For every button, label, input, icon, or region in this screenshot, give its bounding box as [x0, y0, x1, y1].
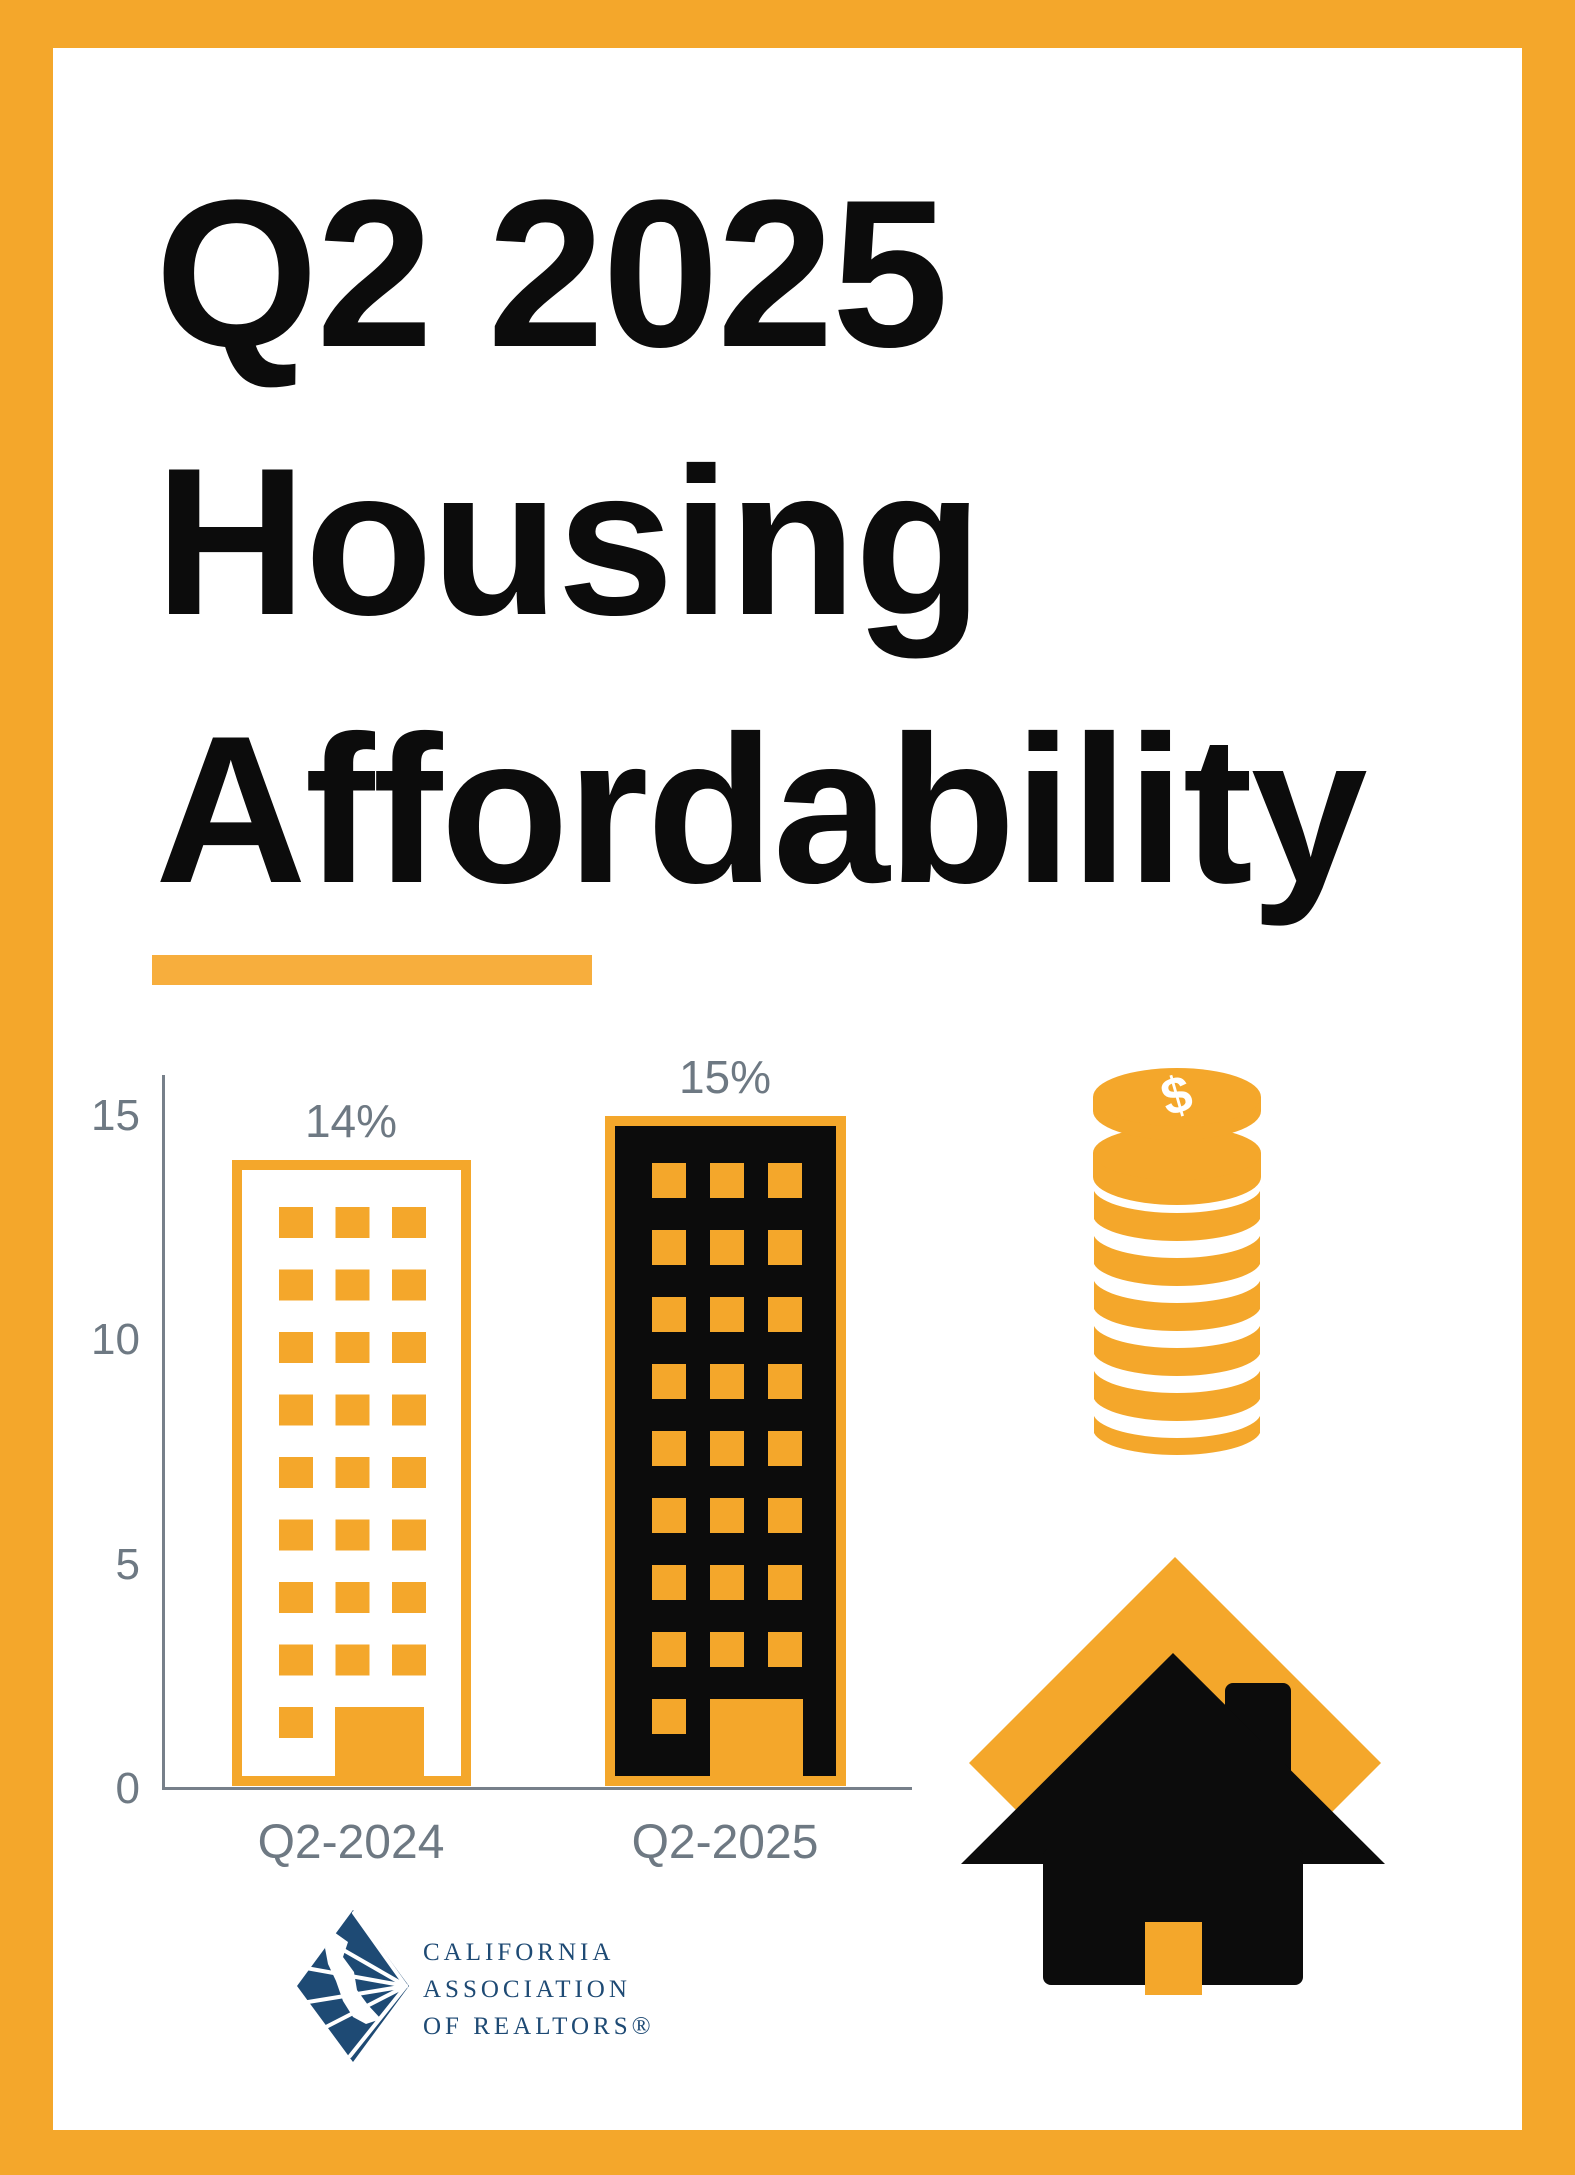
logo-line-1: CALIFORNIA: [423, 1939, 615, 1966]
bar-building-q2-2025: [605, 1116, 846, 1786]
y-axis-line: [162, 1075, 165, 1789]
title-line-3: Affordability: [155, 692, 1368, 927]
x-axis-line: [162, 1787, 912, 1790]
title-underline-bar: [152, 955, 592, 985]
bar-value-q2-2024: 14%: [304, 1095, 398, 1147]
house-door: [1145, 1922, 1202, 1995]
logo-line-3: OF REALTORS®: [423, 2013, 655, 2040]
page-title: Q2 2025 Housing Affordability: [155, 140, 1495, 944]
frame-border-right: [1522, 0, 1575, 2175]
bar-value-q2-2025: 15%: [678, 1051, 772, 1103]
logo-line-2: ASSOCIATION: [423, 1976, 631, 2003]
coins-stack-icon: $: [1093, 1065, 1261, 1455]
y-tick-10: 10: [91, 1315, 140, 1364]
frame-border-top: [0, 0, 1575, 48]
car-logo-icon: [297, 1910, 409, 2062]
y-tick-0: 0: [115, 1764, 140, 1813]
x-label-q2-2025: Q2-2025: [631, 1816, 819, 1869]
x-label-q2-2024: Q2-2024: [257, 1816, 445, 1869]
y-tick-5: 5: [115, 1540, 140, 1589]
frame-border-bottom: [0, 2130, 1575, 2175]
title-line-1: Q2 2025: [155, 156, 949, 391]
california-silhouette: [325, 1932, 381, 2024]
frame-border-left: [0, 0, 53, 2175]
car-logo-text: CALIFORNIA ASSOCIATION OF REALTORS®: [423, 1934, 655, 2045]
bar-building-q2-2024: [232, 1160, 471, 1786]
title-line-2: Housing: [155, 424, 983, 659]
house-icon: [961, 1557, 1385, 1995]
y-tick-15: 15: [91, 1091, 140, 1140]
